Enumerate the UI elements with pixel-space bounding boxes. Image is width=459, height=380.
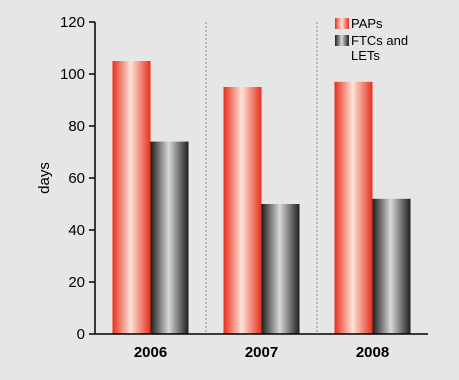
x-tick-label: 2006 — [134, 344, 167, 361]
y-tick-label: 100 — [60, 66, 85, 83]
x-tick-label: 2008 — [356, 344, 389, 361]
legend-label-ftcs-line2: LETs — [351, 48, 380, 63]
legend-label-paps: PAPs — [351, 16, 383, 31]
x-tick-label: 2007 — [245, 344, 278, 361]
bar-ftcs-lets-2007 — [261, 204, 300, 334]
y-axis-title: days — [36, 162, 53, 194]
bar-paps-2006 — [112, 61, 151, 334]
y-tick-label: 0 — [77, 326, 85, 343]
y-tick-label: 60 — [68, 170, 85, 187]
legend-label-ftcs-line1: FTCs and — [351, 33, 408, 48]
y-tick-label: 80 — [68, 118, 85, 135]
bar-paps-2007 — [223, 87, 262, 334]
y-tick-label: 20 — [68, 274, 85, 291]
legend-swatch-paps — [335, 18, 349, 29]
bar-ftcs-lets-2006 — [150, 141, 189, 334]
bar-paps-2008 — [334, 81, 373, 334]
legend: PAPs FTCs and LETs — [335, 16, 408, 63]
bar-ftcs-lets-2008 — [372, 198, 411, 334]
y-tick-label: 40 — [68, 222, 85, 239]
y-tick-label: 120 — [60, 14, 85, 31]
legend-swatch-ftcs — [335, 35, 349, 46]
